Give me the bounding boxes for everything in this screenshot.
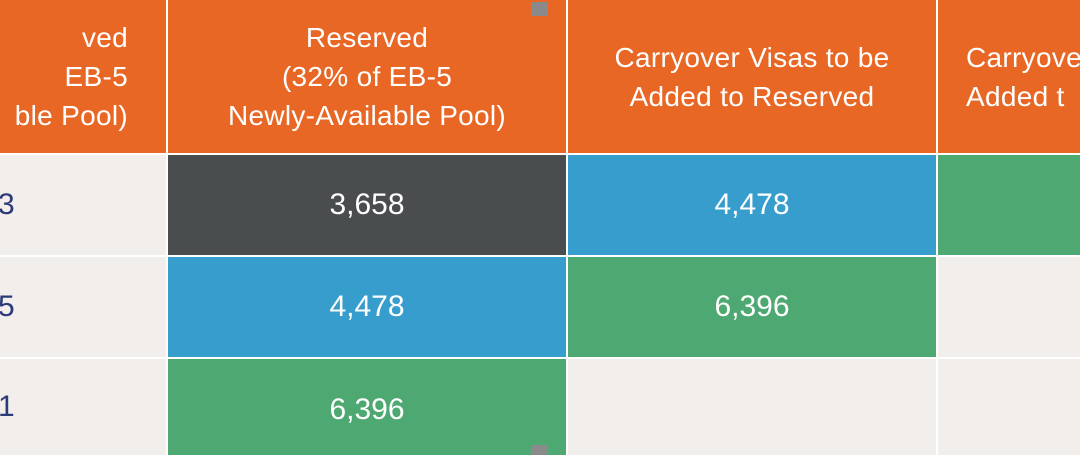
table-cell: 3,658 bbox=[168, 155, 566, 255]
header-line: Newly-Available Pool) bbox=[227, 100, 507, 131]
cell-value: 5 bbox=[0, 290, 15, 323]
resize-handle-top[interactable] bbox=[531, 2, 548, 16]
header-line: Added to Reserved bbox=[629, 80, 875, 112]
column-divider bbox=[936, 0, 938, 455]
cell-value: 1 bbox=[0, 390, 15, 423]
table-cell: 1 bbox=[0, 359, 166, 455]
header-line: (32% of EB-5 bbox=[281, 61, 453, 92]
cell-value: 6,396 bbox=[714, 290, 790, 323]
table-cell: 5 bbox=[0, 257, 166, 357]
resize-handle-bottom[interactable] bbox=[531, 445, 548, 455]
row-divider bbox=[0, 255, 1080, 257]
table-cell bbox=[938, 155, 1080, 255]
cell-value: 4,478 bbox=[329, 290, 405, 323]
row-divider bbox=[0, 357, 1080, 359]
cell-value: 6,396 bbox=[329, 393, 405, 426]
header-line: EB-5 bbox=[64, 61, 128, 92]
table-cell: 4,478 bbox=[168, 257, 566, 357]
table-cell: 6,396 bbox=[168, 359, 566, 455]
table-cell: 4,478 bbox=[568, 155, 936, 255]
column-divider bbox=[166, 0, 168, 455]
column-divider bbox=[566, 0, 568, 455]
row-divider bbox=[0, 153, 1080, 155]
table-cell bbox=[938, 257, 1080, 357]
cell-value: 4,478 bbox=[714, 188, 790, 221]
table-cell bbox=[568, 359, 936, 455]
header-line: Added t bbox=[966, 80, 1065, 112]
header-cell-carryover-reserved: Carryover Visas to be Added to Reserved bbox=[568, 0, 936, 153]
cell-value: 3 bbox=[0, 188, 15, 221]
header-line: ble Pool) bbox=[14, 100, 128, 131]
header-cell-reserved: Reserved (32% of EB-5 Newly-Available Po… bbox=[168, 0, 566, 153]
cell-value: 3,658 bbox=[329, 188, 405, 221]
header-cell-partial: ved EB-5 ble Pool) bbox=[0, 0, 166, 153]
table-cell: 6,396 bbox=[568, 257, 936, 357]
header-line: Carryove bbox=[966, 41, 1080, 73]
header-line: Reserved bbox=[305, 22, 429, 53]
table-cell: 3 bbox=[0, 155, 166, 255]
table-cell bbox=[938, 359, 1080, 455]
header-line: ved bbox=[81, 22, 128, 53]
header-cell-carryover-partial: Carryove Added t bbox=[938, 0, 1080, 153]
header-line: Carryover Visas to be bbox=[614, 41, 890, 73]
